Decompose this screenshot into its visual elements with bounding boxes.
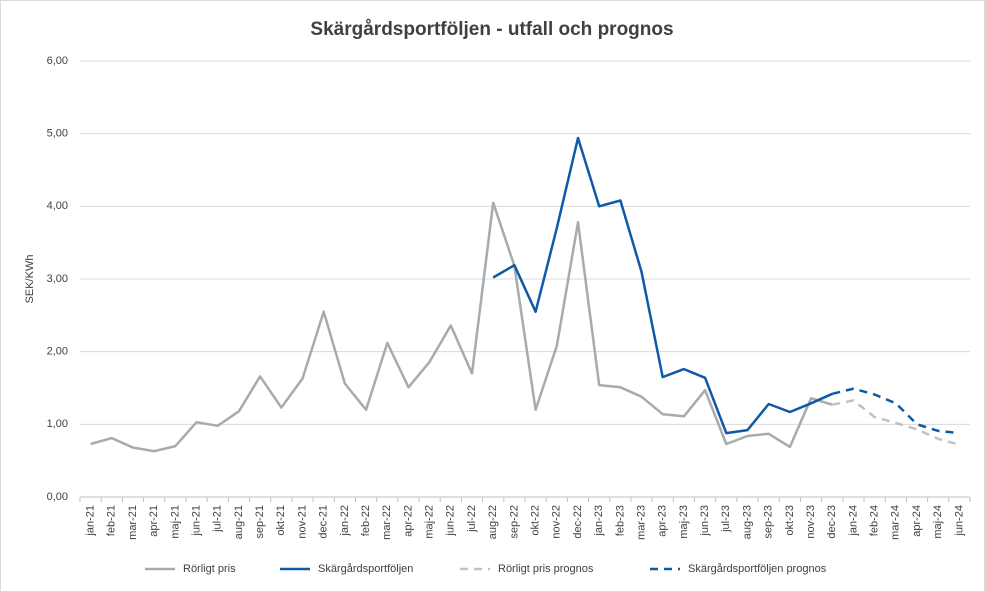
legend-label: Skärgårdsportföljen prognos [688,563,827,575]
x-tick-label: maj-23 [678,505,690,539]
x-tick-label: feb-24 [869,505,881,536]
x-tick-label: apr-22 [402,505,414,537]
x-tick-label: okt-22 [530,505,542,536]
y-tick-label: 6,00 [47,55,68,67]
x-tick-label: jan-23 [593,505,605,537]
y-tick-label: 0,00 [47,491,68,503]
legend-label: Rörligt pris prognos [498,563,594,575]
x-tick-label: mar-23 [635,505,647,540]
y-tick-label: 3,00 [47,273,68,285]
x-tick-label: dec-22 [572,505,584,539]
x-tick-label: apr-23 [657,505,669,537]
y-tick-label: 1,00 [47,418,68,430]
x-tick-label: sep-22 [508,505,520,539]
x-tick-label: apr-21 [148,505,160,537]
x-tick-label: feb-22 [360,505,372,536]
x-tick-label: feb-21 [106,505,118,536]
x-tick-label: feb-23 [614,505,626,536]
x-tick-label: mar-22 [381,505,393,540]
x-tick-label: apr-24 [911,505,923,537]
x-tick-label: jan-24 [847,505,859,537]
x-tick-label: jul-21 [212,505,224,533]
legend-label: Skärgårdsportföljen [318,563,413,575]
x-tick-label: aug-23 [741,505,753,539]
x-tick-label: okt-21 [275,505,287,536]
series-line [492,136,833,435]
y-tick-label: 4,00 [47,200,68,212]
series-line [832,387,960,435]
x-tick-label: jan-22 [339,505,351,537]
x-tick-label: jul-22 [466,505,478,533]
x-tick-label: jun-23 [699,505,711,537]
x-tick-label: sep-21 [254,505,266,539]
x-tick-label: jan-21 [85,505,97,537]
series-line [90,201,833,453]
x-tick-label: nov-22 [551,505,563,539]
y-tick-label: 5,00 [47,128,68,140]
x-tick-label: mar-21 [127,505,139,540]
x-tick-label: sep-23 [763,505,775,539]
x-tick-label: maj-21 [169,505,181,539]
x-tick-label: jun-21 [190,505,202,537]
x-tick-label: dec-23 [826,505,838,539]
x-tick-label: maj-24 [932,505,944,539]
x-tick-label: nov-21 [296,505,308,539]
x-tick-label: mar-24 [890,505,902,540]
y-axis-label: SEK/KWh [24,255,36,304]
x-tick-label: nov-23 [805,505,817,539]
chart-title: Skärgårdsportföljen - utfall och prognos [310,19,673,40]
x-tick-label: maj-22 [424,505,436,539]
y-tick-label: 2,00 [47,346,68,358]
x-tick-label: jun-24 [953,505,965,537]
x-tick-label: aug-22 [487,505,499,539]
x-tick-label: jul-23 [720,505,732,533]
x-tick-label: aug-21 [233,505,245,539]
x-tick-label: dec-21 [318,505,330,539]
x-tick-label: jun-22 [445,505,457,537]
series-line [832,399,960,446]
legend-label: Rörligt pris [183,563,236,575]
x-tick-label: okt-23 [784,505,796,536]
